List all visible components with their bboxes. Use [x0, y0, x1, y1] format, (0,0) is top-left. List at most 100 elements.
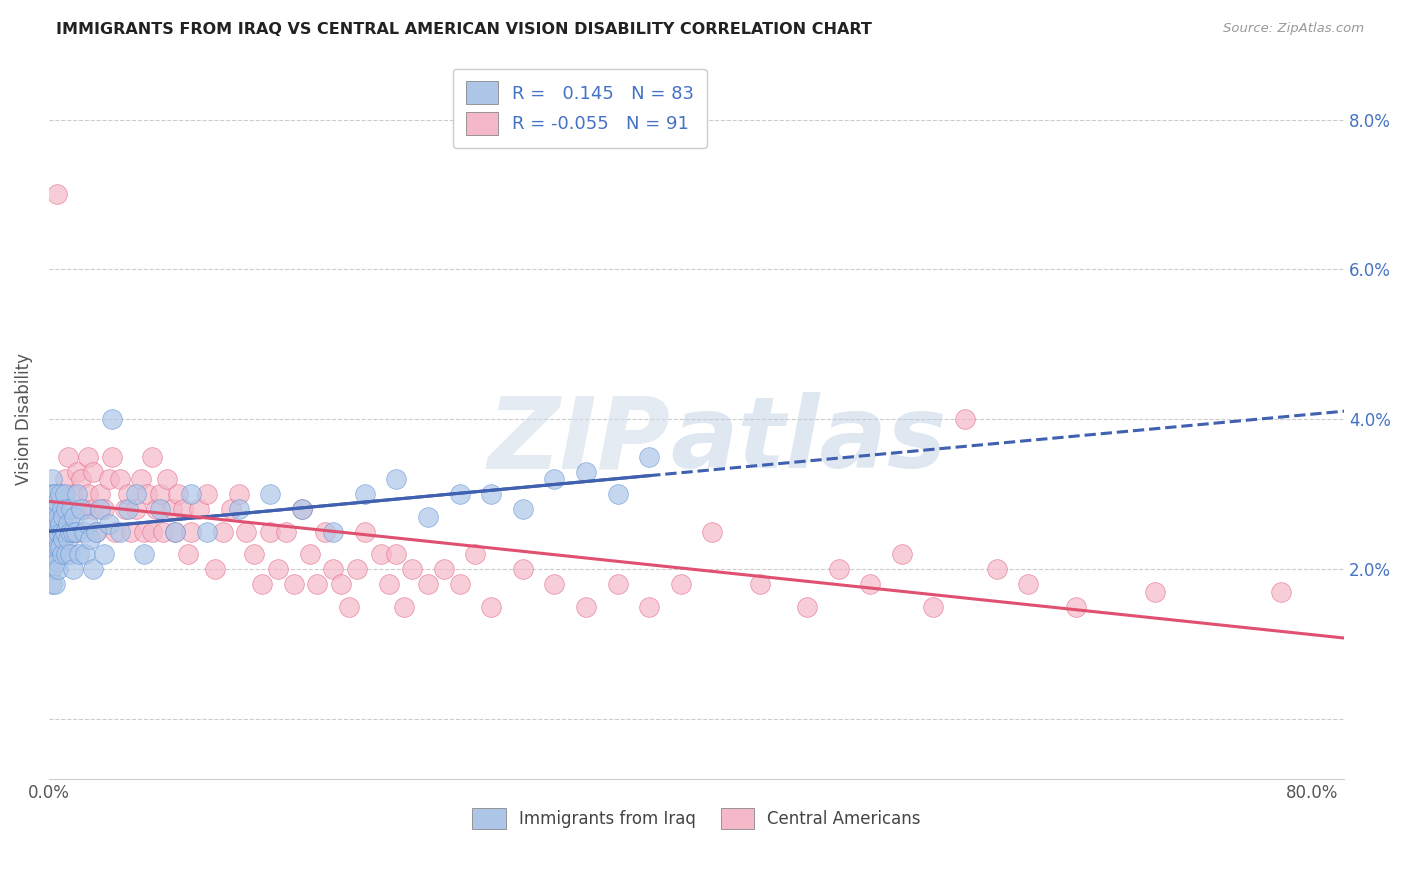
- Point: [117, 487, 139, 501]
- Point: [82, 562, 104, 576]
- Point: [82, 502, 104, 516]
- Point: [314, 524, 336, 539]
- Point: [56, 450, 79, 464]
- Point: [337, 599, 360, 614]
- Point: [49, 540, 72, 554]
- Point: [41, 532, 63, 546]
- Point: [180, 524, 202, 539]
- Point: [346, 562, 368, 576]
- Legend: Immigrants from Iraq, Central Americans: Immigrants from Iraq, Central Americans: [465, 802, 928, 835]
- Point: [132, 524, 155, 539]
- Text: Source: ZipAtlas.com: Source: ZipAtlas.com: [1223, 22, 1364, 36]
- Point: [60, 502, 83, 516]
- Point: [274, 524, 297, 539]
- Point: [394, 599, 416, 614]
- Point: [180, 487, 202, 501]
- Point: [606, 577, 628, 591]
- Point: [148, 487, 170, 501]
- Point: [377, 577, 399, 591]
- Point: [104, 524, 127, 539]
- Point: [228, 487, 250, 501]
- Text: atlas: atlas: [671, 392, 948, 490]
- Point: [512, 502, 534, 516]
- Point: [165, 524, 187, 539]
- Point: [77, 487, 100, 501]
- Point: [188, 502, 211, 516]
- Point: [702, 524, 724, 539]
- Point: [638, 599, 661, 614]
- Point: [73, 524, 96, 539]
- Point: [669, 577, 692, 591]
- Point: [45, 555, 67, 569]
- Point: [75, 547, 97, 561]
- Point: [322, 524, 344, 539]
- Point: [167, 487, 190, 501]
- Point: [49, 487, 72, 501]
- Point: [73, 502, 96, 516]
- Point: [44, 487, 66, 501]
- Point: [101, 412, 124, 426]
- Point: [828, 562, 851, 576]
- Point: [48, 509, 70, 524]
- Point: [77, 517, 100, 532]
- Point: [66, 487, 89, 501]
- Point: [62, 562, 84, 576]
- Point: [56, 532, 79, 546]
- Point: [156, 472, 179, 486]
- Point: [114, 502, 136, 516]
- Point: [748, 577, 770, 591]
- Point: [108, 472, 131, 486]
- Point: [108, 524, 131, 539]
- Point: [433, 562, 456, 576]
- Point: [69, 502, 91, 516]
- Point: [283, 577, 305, 591]
- Point: [204, 562, 226, 576]
- Point: [42, 487, 65, 501]
- Point: [93, 547, 115, 561]
- Point: [449, 577, 471, 591]
- Point: [120, 524, 142, 539]
- Point: [152, 524, 174, 539]
- Point: [53, 487, 76, 501]
- Point: [135, 487, 157, 501]
- Point: [44, 577, 66, 591]
- Point: [86, 524, 108, 539]
- Point: [39, 487, 62, 501]
- Point: [39, 547, 62, 561]
- Point: [259, 487, 281, 501]
- Point: [160, 502, 183, 516]
- Point: [132, 547, 155, 561]
- Point: [77, 450, 100, 464]
- Point: [41, 577, 63, 591]
- Point: [82, 465, 104, 479]
- Point: [235, 524, 257, 539]
- Point: [1270, 584, 1292, 599]
- Point: [66, 524, 89, 539]
- Point: [575, 465, 598, 479]
- Point: [66, 465, 89, 479]
- Point: [606, 487, 628, 501]
- Point: [53, 524, 76, 539]
- Point: [141, 524, 163, 539]
- Point: [211, 524, 233, 539]
- Point: [1064, 599, 1087, 614]
- Point: [62, 487, 84, 501]
- Point: [51, 502, 73, 516]
- Point: [416, 509, 439, 524]
- Point: [51, 487, 73, 501]
- Point: [48, 540, 70, 554]
- Point: [479, 487, 502, 501]
- Point: [39, 524, 62, 539]
- Point: [307, 577, 329, 591]
- Point: [322, 562, 344, 576]
- Point: [512, 562, 534, 576]
- Point: [51, 547, 73, 561]
- Point: [543, 472, 565, 486]
- Point: [41, 517, 63, 532]
- Point: [42, 509, 65, 524]
- Point: [267, 562, 290, 576]
- Point: [250, 577, 273, 591]
- Y-axis label: Vision Disability: Vision Disability: [15, 353, 32, 485]
- Point: [125, 502, 148, 516]
- Point: [330, 577, 353, 591]
